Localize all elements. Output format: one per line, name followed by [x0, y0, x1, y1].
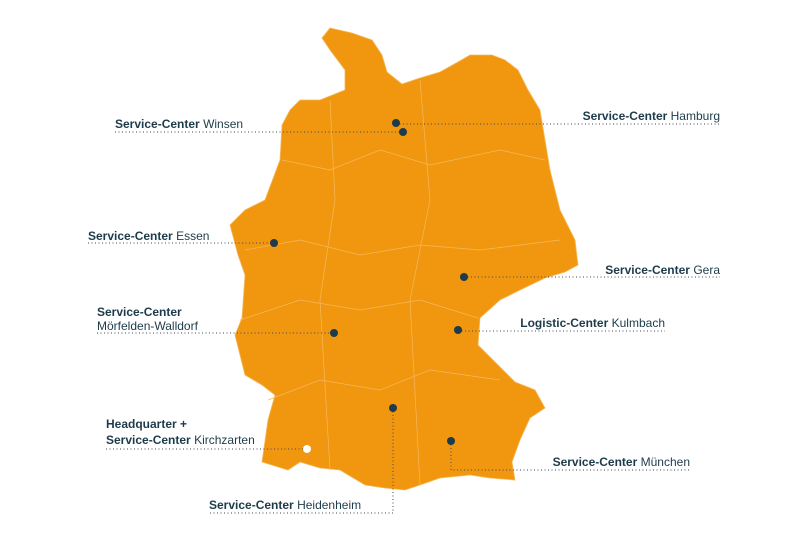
location-label: Service-Center Essen	[88, 229, 209, 243]
germany-shape	[229, 27, 579, 491]
label-title: Service-Center	[583, 109, 668, 123]
label-title: Logistic-Center	[520, 316, 608, 330]
location-dot	[447, 437, 455, 445]
label-place: Kirchzarten	[194, 433, 255, 447]
label-place: Heidenheim	[297, 498, 361, 512]
label-title: Service-Center	[553, 455, 638, 469]
location-dot	[392, 119, 400, 127]
location-label: Logistic-Center Kulmbach	[520, 316, 665, 330]
label-place: Essen	[176, 229, 209, 243]
location-dot	[460, 273, 468, 281]
location-label: Service-Center Gera	[605, 263, 720, 277]
label-place: Winsen	[203, 117, 243, 131]
location-dot	[270, 239, 278, 247]
headquarter-dot	[303, 445, 311, 453]
location-dot	[330, 329, 338, 337]
label-title: Service-Center	[88, 229, 173, 243]
label-title: Headquarter +	[106, 417, 187, 431]
label-title: Service-Center	[97, 305, 182, 319]
leader-lines	[88, 123, 720, 514]
label-place: Mörfelden-Walldorf	[97, 319, 199, 333]
location-label: Service-Center München	[553, 455, 690, 469]
location-dot	[399, 128, 407, 136]
label-place: Hamburg	[671, 109, 720, 123]
label-title: Service-Center	[209, 498, 294, 512]
region-borders	[239, 79, 561, 486]
location-dot	[389, 404, 397, 412]
label-place: Kulmbach	[612, 316, 665, 330]
label-title: Service-Center	[115, 117, 200, 131]
label-place: München	[641, 455, 690, 469]
label-place: Gera	[693, 263, 720, 277]
label-title: Service-Center	[605, 263, 690, 277]
location-dot	[454, 326, 462, 334]
location-label: Service-Center Kirchzarten	[106, 433, 255, 447]
label-subtitle: Service-Center	[106, 433, 191, 447]
location-label: Service-Center Winsen	[115, 117, 243, 131]
location-label: Service-Center Heidenheim	[209, 498, 361, 512]
location-label: Service-Center Hamburg	[583, 109, 720, 123]
